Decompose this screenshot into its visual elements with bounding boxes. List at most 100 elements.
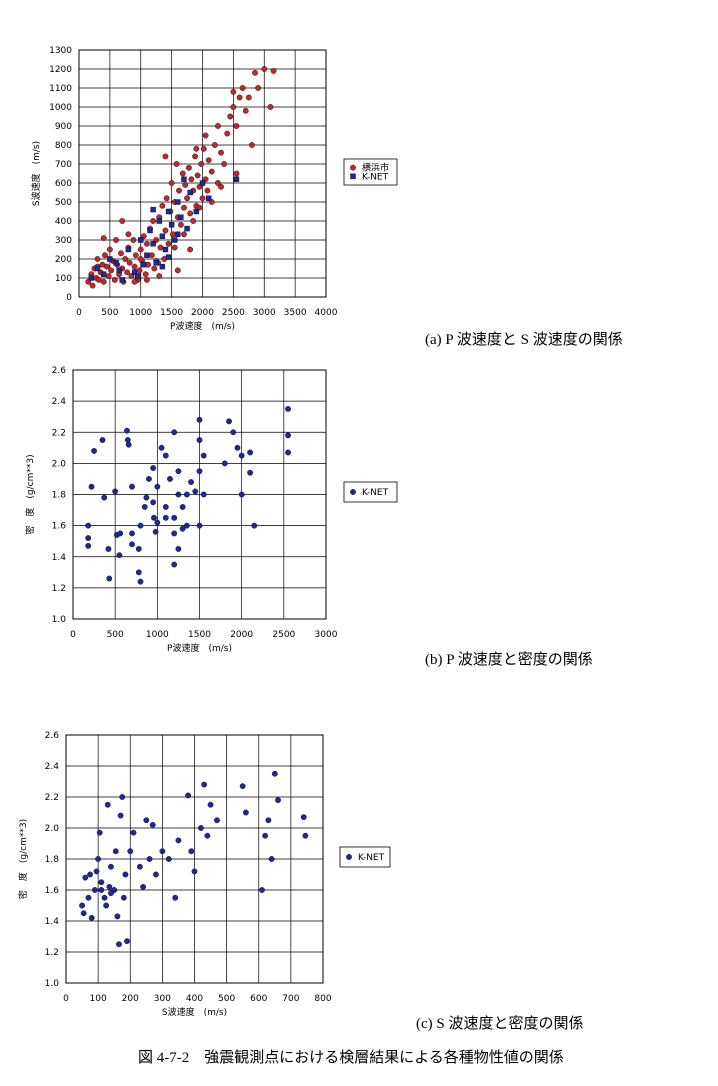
- data-point: [173, 161, 180, 167]
- data-point: [285, 449, 291, 456]
- data-point: [85, 535, 92, 541]
- data-point: [196, 468, 203, 475]
- data-point: [130, 829, 137, 836]
- data-point: [196, 437, 203, 443]
- y-tick-label: 2.0: [45, 824, 60, 834]
- y-axis-label: 密 度 (g/cm**3): [24, 454, 36, 534]
- data-point: [230, 104, 237, 110]
- data-point: [85, 894, 92, 901]
- data-point: [118, 250, 124, 257]
- caption-a: (a) P 波速度と S 波速度の関係: [425, 332, 623, 348]
- data-point: [221, 460, 228, 467]
- data-point: [129, 530, 135, 537]
- data-point: [207, 801, 214, 808]
- data-point: [183, 522, 190, 529]
- data-point: [214, 817, 220, 824]
- data-point: [159, 202, 166, 209]
- data-point: [119, 218, 126, 224]
- data-point: [159, 233, 166, 239]
- x-axis-label: P波速度 (m/s): [170, 320, 235, 332]
- x-tick-label: 800: [314, 994, 331, 1004]
- data-point: [125, 246, 132, 253]
- data-point: [233, 170, 240, 177]
- x-tick-label: 2500: [222, 308, 245, 318]
- data-point: [149, 822, 156, 828]
- figure-caption: 図 4-7-2 強震観測点における検層結果による各種物性値の関係: [138, 1050, 564, 1066]
- y-tick-label: 600: [55, 179, 72, 189]
- data-point: [187, 246, 194, 253]
- data-point: [192, 153, 198, 160]
- data-point: [239, 85, 246, 91]
- y-tick-label: 1100: [49, 84, 72, 94]
- data-point: [192, 488, 199, 495]
- data-point: [108, 267, 115, 274]
- data-point: [143, 494, 150, 501]
- data-point: [255, 85, 261, 91]
- data-point: [95, 276, 102, 283]
- data-point: [100, 271, 107, 277]
- data-point: [198, 161, 205, 167]
- legend: K-NET: [339, 846, 391, 868]
- data-point: [159, 848, 166, 855]
- data-point: [251, 522, 258, 529]
- y-tick-label: 0: [66, 293, 72, 303]
- data-point: [270, 68, 277, 74]
- data-point: [259, 887, 265, 893]
- data-point: [127, 848, 134, 855]
- data-point: [100, 235, 107, 242]
- data-point: [175, 199, 181, 205]
- data-point: [233, 176, 240, 182]
- data-point: [88, 483, 95, 490]
- data-point: [137, 256, 144, 262]
- data-point: [165, 208, 172, 215]
- data-point: [177, 221, 184, 228]
- data-point: [175, 231, 181, 238]
- legend: K-NET: [343, 481, 398, 503]
- data-point: [265, 817, 272, 824]
- data-point: [162, 452, 169, 459]
- x-tick-label: 1500: [188, 630, 211, 640]
- x-tick-label: 300: [154, 994, 171, 1004]
- data-point: [116, 941, 122, 948]
- data-point: [141, 262, 147, 268]
- data-point: [171, 514, 178, 521]
- data-point: [221, 161, 228, 167]
- x-tick-label: 0: [76, 308, 82, 318]
- x-tick-label: 2000: [230, 630, 253, 640]
- y-tick-label: 2.2: [52, 428, 66, 438]
- data-point: [171, 429, 178, 436]
- chart-1: 0 500 1000 1500 2000 2500 3000 3500 4000 0 100 200 3…: [30, 46, 398, 332]
- data-point: [105, 273, 112, 279]
- y-tick-label: 1.6: [52, 522, 67, 532]
- data-point: [150, 218, 157, 224]
- data-point: [154, 519, 161, 526]
- data-point: [211, 142, 218, 148]
- data-point: [194, 172, 201, 179]
- x-tick-label: 3000: [253, 308, 276, 318]
- x-axis-label: S波速度 (m/s): [162, 1006, 227, 1018]
- data-point: [302, 832, 309, 839]
- data-point: [85, 522, 92, 529]
- x-tick-label: 400: [186, 994, 203, 1004]
- data-point: [112, 848, 119, 855]
- data-point: [172, 237, 178, 243]
- data-point: [117, 812, 124, 819]
- data-point: [174, 267, 181, 274]
- data-point: [93, 868, 100, 875]
- data-point: [226, 418, 232, 425]
- y-tick-label: 800: [55, 141, 72, 151]
- data-point: [218, 183, 224, 190]
- data-point: [144, 240, 150, 247]
- data-point: [136, 267, 143, 274]
- data-point: [145, 476, 152, 482]
- x-tick-label: 600: [250, 994, 267, 1004]
- chart-3: 0 100 200 300 400 500 600 700 800 1.0 1.2 1.4 1.6 1.8…: [17, 731, 391, 1018]
- legend-box: [343, 158, 398, 186]
- series-1: [85, 406, 291, 585]
- y-tick-label: 2.6: [45, 731, 60, 741]
- data-point: [122, 256, 129, 262]
- y-tick-label: 900: [55, 122, 72, 132]
- data-point: [215, 180, 221, 186]
- data-point: [285, 432, 291, 439]
- data-point: [188, 479, 194, 485]
